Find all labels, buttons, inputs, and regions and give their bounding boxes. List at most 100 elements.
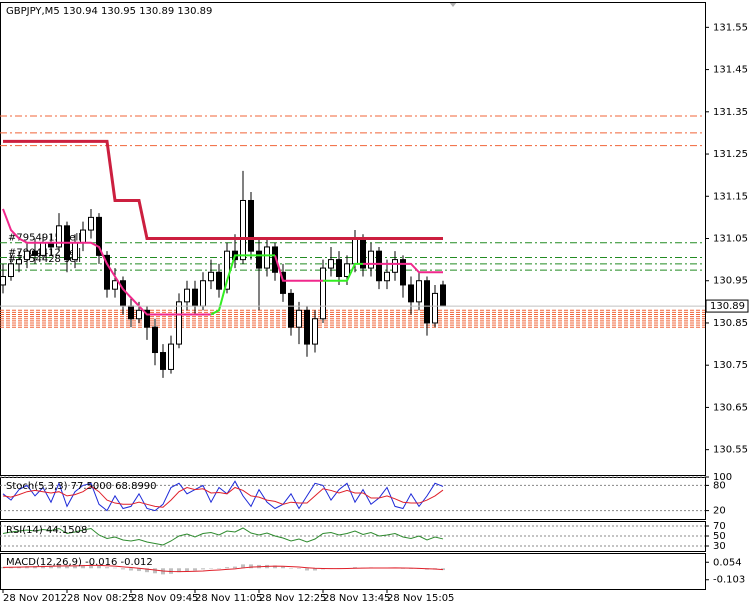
panel-title: MACD(12,26,9) -0.016 -0.012: [6, 557, 153, 568]
candle-body: [416, 280, 422, 303]
y-tick-label: 130.85: [713, 318, 748, 329]
panel-title: RSI(14) 44.1508: [6, 525, 87, 536]
histogram-bar: [241, 564, 245, 569]
candle-body: [296, 309, 302, 328]
indicator-line: [3, 139, 443, 240]
candle-body: [272, 246, 278, 273]
candle-body: [88, 216, 94, 231]
candle-body: [368, 250, 374, 269]
histogram-bar: [57, 564, 61, 569]
candle-body: [328, 259, 334, 269]
order-label: #7954915 sell: [8, 233, 81, 244]
histogram-bar: [201, 568, 205, 570]
candle-body: [264, 246, 270, 269]
y-tick-label: 130.55: [713, 445, 748, 456]
y-tick-label: 30: [713, 541, 726, 552]
candle-body: [144, 309, 150, 328]
y-tick-label: 20: [713, 506, 726, 517]
candle-body: [320, 267, 326, 320]
y-tick-label: 0.054: [713, 557, 742, 568]
histogram-bar: [353, 567, 357, 569]
histogram-bar: [73, 565, 77, 569]
candle-body: [312, 318, 318, 345]
candle-body: [208, 271, 214, 282]
candle-body: [200, 280, 206, 307]
histogram-bar: [233, 566, 237, 569]
histogram-bar: [177, 568, 181, 573]
histogram-bar: [113, 567, 117, 569]
candle-body: [160, 352, 166, 370]
candle-body: [96, 216, 102, 256]
histogram-bar: [121, 568, 125, 570]
histogram-bar: [249, 564, 253, 569]
candle-body: [248, 199, 254, 252]
candle-body: [16, 259, 22, 265]
y-tick-label: 130.95: [713, 276, 748, 287]
candle-body: [104, 254, 110, 290]
indicator-line: [210, 254, 275, 316]
histogram-bar: [313, 568, 317, 571]
histogram-bar: [81, 564, 85, 569]
candle-body: [56, 225, 62, 248]
y-tick-label: 131.35: [713, 107, 748, 118]
order-label: #7954428 sell: [8, 254, 81, 265]
candle-body: [136, 309, 142, 320]
y-tick-label: 131.15: [713, 191, 748, 202]
candle-body: [352, 238, 358, 265]
histogram-bar: [105, 567, 109, 569]
candle-body: [376, 250, 382, 282]
candle-body: [216, 271, 222, 290]
panel-title: GBPJPY,M5 130.94 130.95 130.89 130.89: [6, 6, 212, 17]
x-tick-label: 28 Nov 12:25: [259, 593, 326, 604]
histogram-bar: [209, 568, 213, 569]
histogram-bar: [129, 568, 133, 571]
x-tick-label: 28 Nov 2012: [3, 593, 67, 604]
indicator-line: [274, 255, 323, 282]
y-tick-label: 70: [713, 521, 726, 532]
histogram-bar: [217, 568, 221, 569]
indicator-line: [2, 485, 444, 508]
candle-body: [400, 259, 406, 286]
histogram-bar: [97, 565, 101, 569]
candle-body: [32, 250, 38, 256]
histogram-bar: [273, 565, 277, 569]
y-tick-label: 100: [713, 472, 732, 483]
panel-title: Stoch(5,3,3) 77.5000 68.8990: [6, 481, 157, 492]
candle-body: [72, 242, 78, 261]
histogram-bar: [225, 567, 229, 569]
y-tick-label: 131.25: [713, 149, 748, 160]
candle-body: [24, 250, 30, 261]
candle-body: [120, 280, 126, 307]
candle-body: [424, 280, 430, 324]
histogram-bar: [1, 567, 5, 569]
y-tick-label: 130.75: [713, 360, 748, 371]
histogram-bar: [185, 568, 189, 572]
candle-body: [112, 280, 118, 290]
y-tick-label: 80: [713, 480, 726, 491]
histogram-bar: [41, 565, 45, 569]
x-tick-label: 28 Nov 13:45: [323, 593, 390, 604]
candle-body: [280, 271, 286, 294]
histogram-bar: [289, 568, 293, 569]
y-tick-label: -0.103: [713, 575, 745, 586]
candle-body: [40, 242, 46, 256]
histogram-bar: [49, 565, 53, 569]
indicator-line: [2, 564, 444, 573]
y-tick-label: 130.65: [713, 402, 748, 413]
histogram-bar: [153, 568, 157, 574]
histogram-bar: [281, 566, 285, 569]
y-tick-label: 131.05: [713, 234, 748, 245]
candle-body: [176, 301, 182, 345]
indicator-line: [2, 208, 211, 316]
candle-body: [392, 259, 398, 273]
candle-body: [240, 199, 246, 261]
panel: [0, 553, 706, 590]
indicator-line: [363, 262, 443, 274]
candle-body: [304, 309, 310, 345]
candle-body: [152, 326, 158, 354]
histogram-bar: [65, 565, 69, 569]
y-tick-label: 131.55: [713, 22, 748, 33]
